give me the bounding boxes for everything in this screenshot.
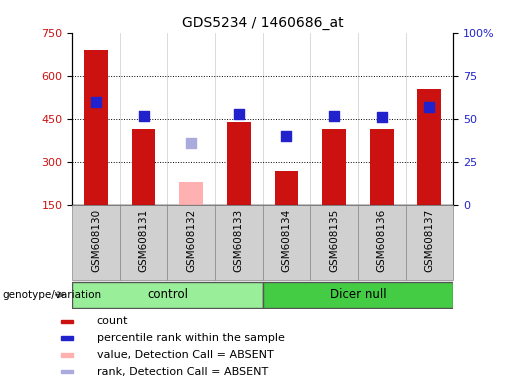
Text: GSM608136: GSM608136 bbox=[377, 209, 387, 272]
Text: control: control bbox=[147, 288, 188, 301]
Text: GSM608132: GSM608132 bbox=[186, 209, 196, 272]
Bar bbox=[418, 89, 441, 205]
Point bbox=[330, 113, 338, 119]
Point bbox=[425, 104, 434, 110]
Bar bbox=[406, 205, 453, 280]
Text: percentile rank within the sample: percentile rank within the sample bbox=[97, 333, 285, 343]
Bar bbox=[215, 205, 263, 280]
Text: GSM608135: GSM608135 bbox=[329, 209, 339, 272]
Text: genotype/variation: genotype/variation bbox=[3, 290, 101, 300]
Bar bbox=[274, 171, 298, 205]
Point bbox=[92, 99, 100, 105]
Bar bbox=[322, 129, 346, 205]
Bar bbox=[72, 282, 263, 308]
Bar bbox=[61, 353, 73, 357]
Bar bbox=[84, 50, 108, 205]
Point bbox=[187, 140, 195, 146]
Bar bbox=[72, 205, 119, 280]
Text: GSM608133: GSM608133 bbox=[234, 209, 244, 272]
Text: GSM608130: GSM608130 bbox=[91, 209, 101, 272]
Bar bbox=[263, 205, 310, 280]
Bar bbox=[179, 182, 203, 205]
Point bbox=[235, 111, 243, 117]
Bar bbox=[358, 205, 406, 280]
Title: GDS5234 / 1460686_at: GDS5234 / 1460686_at bbox=[182, 16, 344, 30]
Point bbox=[282, 133, 290, 139]
Bar bbox=[310, 205, 358, 280]
Text: rank, Detection Call = ABSENT: rank, Detection Call = ABSENT bbox=[97, 367, 268, 377]
Bar bbox=[132, 129, 156, 205]
Text: value, Detection Call = ABSENT: value, Detection Call = ABSENT bbox=[97, 350, 273, 360]
Bar bbox=[227, 122, 251, 205]
Text: GSM608134: GSM608134 bbox=[282, 209, 291, 272]
Bar bbox=[119, 205, 167, 280]
Point bbox=[377, 114, 386, 121]
Text: count: count bbox=[97, 316, 128, 326]
Text: GSM608131: GSM608131 bbox=[139, 209, 148, 272]
Bar bbox=[370, 129, 393, 205]
Bar bbox=[167, 205, 215, 280]
Bar bbox=[61, 336, 73, 340]
Text: GSM608137: GSM608137 bbox=[424, 209, 434, 272]
Text: Dicer null: Dicer null bbox=[330, 288, 386, 301]
Point bbox=[140, 113, 148, 119]
Bar bbox=[263, 282, 453, 308]
Bar bbox=[61, 320, 73, 323]
Bar bbox=[61, 370, 73, 373]
